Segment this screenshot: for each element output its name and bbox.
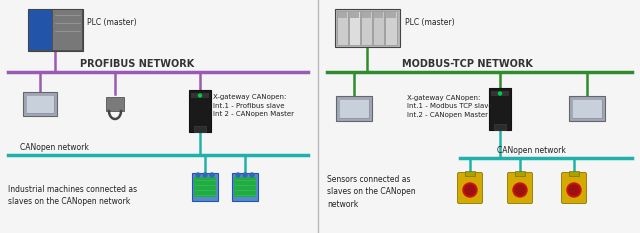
Bar (232, 173, 258, 201)
Text: PLC (master): PLC (master) (87, 17, 136, 27)
Circle shape (515, 185, 525, 195)
Circle shape (463, 183, 477, 197)
Bar (26, 95, 54, 113)
Bar (569, 171, 579, 176)
FancyBboxPatch shape (508, 172, 532, 203)
Text: X-gateway CANopen:
Int.1 - Modbus TCP slave
Int.2 - CANopen Master: X-gateway CANopen: Int.1 - Modbus TCP sl… (407, 95, 493, 118)
Bar (349, 12, 359, 18)
Bar (234, 177, 256, 197)
Bar (26, 95, 54, 113)
Text: CANopen network: CANopen network (20, 143, 89, 152)
Bar (387, 12, 396, 18)
Circle shape (513, 183, 527, 197)
Text: CANopen network: CANopen network (497, 146, 566, 155)
Bar (336, 96, 372, 120)
Bar (339, 99, 369, 117)
Bar (494, 124, 506, 130)
Bar (28, 9, 83, 51)
Circle shape (203, 173, 207, 177)
Bar (465, 171, 475, 176)
Bar (29, 10, 51, 50)
FancyBboxPatch shape (458, 172, 483, 203)
Bar (349, 11, 360, 45)
Text: X-gateway CANopen:
Int.1 - Profibus slave
Int 2 - CANopen Master: X-gateway CANopen: Int.1 - Profibus slav… (213, 94, 294, 117)
Bar (385, 11, 397, 45)
Bar (339, 99, 369, 117)
Bar (194, 126, 206, 132)
Text: Sensors connected as
slaves on the CANopen
network: Sensors connected as slaves on the CANop… (327, 175, 415, 209)
Bar (572, 99, 602, 117)
Bar (515, 171, 525, 176)
Circle shape (198, 94, 202, 97)
Bar (106, 97, 124, 111)
Circle shape (196, 173, 200, 177)
Circle shape (250, 173, 254, 177)
Bar (192, 173, 218, 201)
Text: Industrial machines connected as
slaves on the CANopen network: Industrial machines connected as slaves … (8, 185, 137, 206)
Bar (191, 93, 209, 98)
Bar (337, 11, 348, 45)
Bar (374, 12, 383, 18)
Text: PLC (master): PLC (master) (405, 17, 454, 27)
Bar (194, 177, 216, 197)
Circle shape (243, 173, 247, 177)
FancyBboxPatch shape (561, 172, 586, 203)
Bar (23, 92, 57, 116)
Circle shape (499, 92, 502, 95)
Text: MODBUS-TCP NETWORK: MODBUS-TCP NETWORK (402, 59, 533, 69)
Bar (337, 12, 347, 18)
Bar (373, 11, 384, 45)
Circle shape (236, 173, 240, 177)
Bar (52, 10, 81, 50)
Circle shape (465, 185, 475, 195)
Bar (569, 96, 605, 120)
Circle shape (210, 173, 214, 177)
Bar (189, 90, 211, 132)
Bar (491, 91, 509, 96)
Bar (572, 99, 602, 117)
Circle shape (567, 183, 581, 197)
Circle shape (569, 185, 579, 195)
Bar (335, 9, 399, 47)
Bar (362, 12, 371, 18)
Bar (489, 88, 511, 130)
Bar (361, 11, 372, 45)
Text: PROFIBUS NETWORK: PROFIBUS NETWORK (80, 59, 195, 69)
